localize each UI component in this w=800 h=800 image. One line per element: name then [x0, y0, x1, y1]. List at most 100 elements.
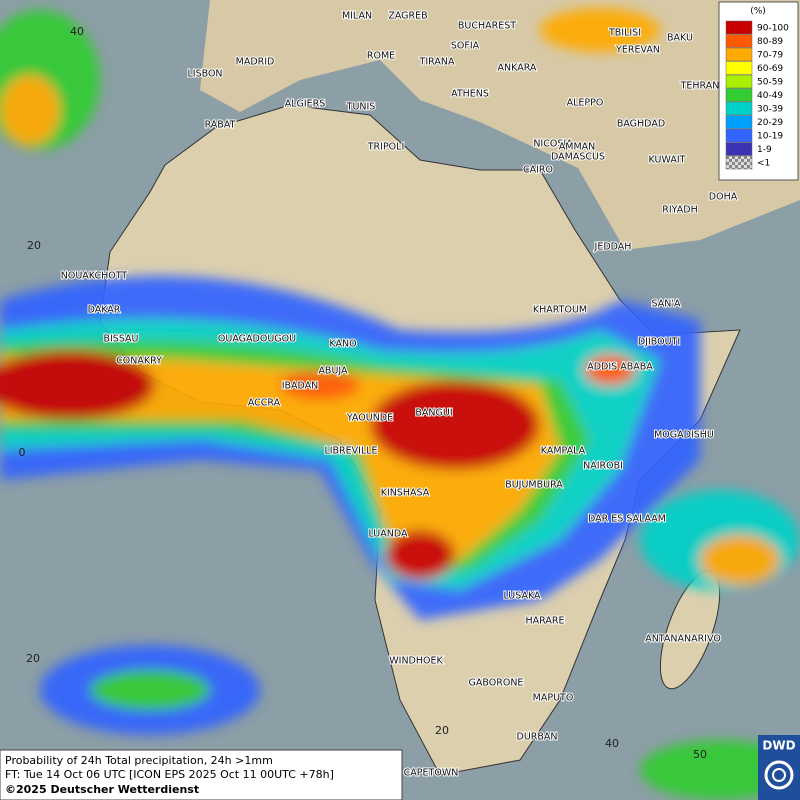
city-label: ROME	[367, 51, 395, 62]
legend-label: 10-19	[757, 132, 783, 142]
grid-labels: 40 20 0 20 20 40 50	[19, 25, 708, 761]
city-label: RABAT	[205, 120, 236, 131]
legend-label: 40-49	[757, 91, 783, 101]
grid-label: 20	[435, 724, 449, 737]
city-label: LIBREVILLE	[324, 446, 377, 457]
logo-mark	[772, 768, 786, 782]
city-labels: MILAN ZAGREB BUCHAREST TBILISI BAKU SOFIA ROME…	[60, 10, 739, 780]
city-label: MADRID	[236, 57, 275, 68]
city-label: BANGUI	[415, 408, 452, 419]
city-label: RIYADH	[662, 205, 697, 216]
city-label: SOFIA	[451, 41, 480, 52]
city-label: MAPUTO	[533, 693, 574, 704]
city-label: NICOSIA	[533, 139, 573, 150]
city-label: DJIBOUTI	[638, 337, 680, 348]
grid-label: 20	[26, 652, 40, 665]
city-label: CONAKRY	[116, 356, 162, 367]
city-label: ATHENS	[451, 89, 489, 100]
legend-swatch	[725, 101, 753, 116]
legend-label: 50-59	[757, 78, 783, 88]
grid-label: 50	[693, 748, 707, 761]
city-label: IBADAN	[282, 381, 319, 392]
legend-label: 30-39	[757, 105, 783, 115]
legend-swatch	[725, 115, 753, 129]
legend-label: 70-79	[757, 51, 783, 61]
city-label: ALGIERS	[285, 99, 326, 110]
land-north	[200, 0, 800, 250]
city-label: TBILISI	[608, 28, 641, 39]
city-label: ANTANANARIVO	[645, 634, 721, 645]
city-label: CAIRO	[523, 165, 553, 176]
city-label: KINSHASA	[381, 488, 430, 499]
city-label: WINDHOEK	[389, 656, 443, 667]
city-label: KAMPALA	[541, 446, 586, 457]
grid-label: 0	[19, 446, 26, 459]
city-label: DOHA	[709, 192, 738, 203]
legend-swatch	[725, 155, 753, 170]
legend-swatch	[725, 34, 753, 48]
city-label: DURBAN	[517, 732, 558, 743]
info-line: ©2025 Deutscher Wetterdienst	[5, 783, 199, 796]
city-label: ALEPPO	[567, 98, 604, 109]
city-label: ZAGREB	[388, 11, 427, 22]
legend-label: 1-9	[757, 145, 772, 155]
city-label: ADDIS ABABA	[587, 362, 653, 373]
city-label: NAIROBI	[583, 461, 623, 472]
city-label: MOGADISHU	[654, 430, 714, 441]
city-label: KUWAIT	[649, 155, 686, 166]
city-label: OUAGADOUGOU	[218, 334, 296, 345]
city-label: BUCHAREST	[458, 21, 516, 32]
legend-swatch	[725, 47, 753, 62]
legend-unit: (%)	[750, 7, 766, 17]
city-label: NOUAKCHOTT	[61, 271, 128, 282]
city-label: YAOUNDE	[346, 413, 393, 424]
city-label: DAKAR	[88, 305, 121, 316]
city-label: KANO	[329, 339, 356, 350]
legend-label: 60-69	[757, 64, 783, 74]
info-line: Probability of 24h Total precipitation, …	[5, 754, 273, 767]
legend-swatch	[725, 128, 753, 143]
city-label: GABORONE	[469, 678, 524, 689]
city-label: TEHRAN	[680, 81, 720, 92]
city-label: DAMASCUS	[551, 152, 605, 163]
city-label: YEREVAN	[615, 45, 660, 56]
legend-label: 20-29	[757, 118, 783, 128]
legend-swatch	[725, 74, 753, 89]
city-label: LISBON	[187, 69, 222, 80]
city-label: DAR ES SALAAM	[588, 514, 666, 525]
info-box	[0, 749, 403, 800]
city-label: BUJUMBURA	[505, 480, 563, 491]
legend-label: <1	[757, 159, 770, 169]
city-label: KHARTOUM	[533, 305, 587, 316]
city-label: TIRANA	[419, 57, 455, 68]
city-label: TUNIS	[346, 102, 376, 113]
city-label: ACCRA	[248, 398, 281, 409]
city-label: ABUJA	[318, 366, 348, 377]
grid-label: 20	[27, 239, 41, 252]
city-label: CAPETOWN	[404, 768, 459, 779]
logo: DWD	[762, 739, 795, 753]
info-line: FT: Tue 14 Oct 06 UTC [ICON EPS 2025 Oct…	[5, 768, 334, 781]
legend: (%) 90-100 80-89 70-79 60-69 50-59 40-49 30-39…	[718, 1, 799, 181]
city-label: SAN'A	[652, 299, 681, 310]
city-label: LUANDA	[368, 529, 408, 540]
logo-mark	[764, 760, 794, 790]
city-label: JEDDAH	[594, 242, 632, 253]
legend-label: 80-89	[757, 37, 783, 47]
city-label: BAGHDAD	[617, 119, 665, 130]
legend-swatch	[725, 88, 753, 102]
grid-label: 40	[70, 25, 84, 38]
legend-swatch	[725, 61, 753, 75]
city-label: BAKU	[667, 33, 693, 44]
legend-swatch	[725, 142, 753, 156]
city-label: LUSAKA	[503, 591, 541, 602]
city-label: HARARE	[526, 616, 565, 627]
city-label: MILAN	[342, 11, 372, 22]
city-label: TRIPOLI	[367, 142, 405, 153]
grid-label: 40	[605, 737, 619, 750]
legend-swatch	[725, 20, 753, 35]
legend-label: 90-100	[757, 24, 789, 34]
city-label: AMMAN	[559, 142, 596, 153]
